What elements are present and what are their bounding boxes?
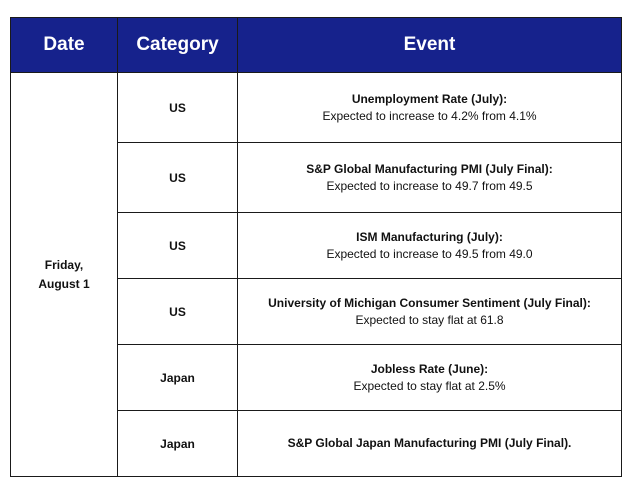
event-cell: Jobless Rate (June): Expected to stay fl…	[237, 344, 622, 411]
event-cell: S&P Global Japan Manufacturing PMI (July…	[237, 410, 622, 477]
table-header: Date Category Event	[10, 17, 622, 73]
event-cell: Unemployment Rate (July): Expected to in…	[237, 72, 622, 143]
category-cell: US	[117, 212, 238, 279]
table-row: Friday, August 1 US Unemployment Rate (J…	[10, 72, 622, 477]
event-title: ISM Manufacturing (July):	[356, 229, 503, 244]
event-description: Expected to stay flat at 2.5%	[353, 378, 506, 393]
economic-calendar-table: Date Category Event Friday, August 1 US …	[10, 17, 622, 477]
event-title: Jobless Rate (June):	[370, 361, 489, 376]
category-cell: Japan	[117, 410, 238, 477]
category-cell: US	[117, 278, 238, 345]
date-cell: Friday, August 1	[10, 72, 118, 477]
table-row: US ISM Manufacturing (July): Expected to…	[11, 212, 622, 279]
event-title: Unemployment Rate (July):	[351, 91, 508, 106]
event-cell: University of Michigan Consumer Sentimen…	[237, 278, 622, 345]
table-row: US University of Michigan Consumer Senti…	[11, 278, 622, 345]
date-day: August 1	[38, 276, 90, 291]
date-weekday: Friday,	[44, 257, 84, 272]
event-title: S&P Global Japan Manufacturing PMI (July…	[287, 436, 572, 450]
event-description: Expected to increase to 49.7 from 49.5	[326, 178, 533, 193]
category-cell: Japan	[117, 344, 238, 411]
event-title: University of Michigan Consumer Sentimen…	[268, 295, 591, 310]
event-title: S&P Global Manufacturing PMI (July Final…	[306, 161, 553, 176]
date-column-header: Date	[10, 17, 118, 73]
category-column-header: Category	[117, 17, 238, 73]
header-row: Date Category Event	[10, 17, 622, 73]
table-row: Japan S&P Global Japan Manufacturing PMI…	[11, 410, 622, 477]
table-row: US S&P Global Manufacturing PMI (July Fi…	[11, 142, 622, 213]
event-description: Expected to increase to 49.5 from 49.0	[326, 246, 533, 261]
category-cell: US	[117, 142, 238, 213]
event-description: Expected to increase to 4.2% from 4.1%	[322, 108, 537, 123]
event-description: Expected to stay flat at 61.8	[355, 312, 504, 327]
table-body: Friday, August 1 US Unemployment Rate (J…	[10, 72, 622, 477]
category-cell: US	[117, 72, 238, 143]
event-cell: S&P Global Manufacturing PMI (July Final…	[237, 142, 622, 213]
table-row: Japan Jobless Rate (June): Expected to s…	[11, 344, 622, 411]
event-column-header: Event	[237, 17, 622, 73]
event-cell: ISM Manufacturing (July): Expected to in…	[237, 212, 622, 279]
